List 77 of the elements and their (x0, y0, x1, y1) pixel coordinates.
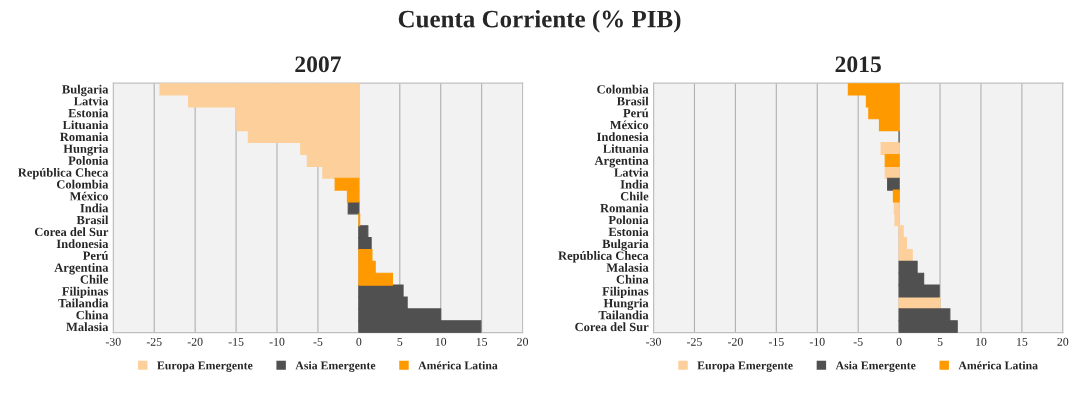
y-tick-label: Romania (600, 203, 649, 213)
x-tick-label: 10 (435, 337, 447, 346)
y-tick-label: Brasil (76, 215, 109, 225)
y-tick-label: Estonia (68, 108, 109, 118)
y-tick-label: México (610, 120, 649, 130)
y-tick-label: Perú (623, 108, 649, 118)
x-tick-label: -15 (768, 337, 784, 346)
y-tick-label: Filipinas (62, 286, 109, 299)
x-tick-label: 20 (517, 337, 529, 346)
y-tick-label: Latvia (614, 167, 649, 177)
y-tick-label: Polonia (608, 215, 649, 225)
y-tick-label: China (616, 274, 649, 284)
legend-label: América Latina (958, 361, 1038, 370)
bar (887, 177, 900, 191)
chart-subtitle: 2015 (835, 56, 881, 73)
y-tick-label: República Checa (558, 251, 649, 263)
y-tick-label: Tailandia (598, 310, 649, 320)
y-tick-label: Tailandia (58, 298, 109, 308)
legend-label: Asia Emergente (295, 361, 376, 372)
x-tick-label: -20 (187, 337, 203, 346)
legend-label: Europa Emergente (697, 361, 793, 372)
y-tick-label: Estonia (608, 227, 649, 237)
y-tick-label: Argentina (54, 262, 109, 275)
y-tick-label: India (80, 203, 109, 213)
y-tick-label: Corea del Sur (575, 322, 649, 332)
y-tick-label: México (69, 191, 108, 201)
y-tick-label: Lituania (603, 144, 649, 153)
x-tick-label: -30 (105, 337, 121, 346)
chart-title: Cuenta Corriente (% PIB) (398, 9, 681, 33)
bar (884, 153, 900, 167)
y-tick-label: Malasia (606, 262, 649, 272)
x-tick-label: 10 (976, 337, 987, 346)
y-tick-label: Colombia (56, 179, 109, 189)
y-tick-label: Bulgaria (62, 84, 109, 97)
x-tick-label: -15 (228, 337, 244, 346)
bar (880, 142, 900, 155)
x-tick-label: -10 (269, 337, 285, 346)
y-tick-label: Chile (620, 191, 649, 201)
y-tick-label: Malasia (66, 322, 109, 332)
x-tick-label: -10 (809, 337, 825, 346)
y-tick-label: India (620, 179, 649, 189)
x-tick-label: -5 (313, 337, 323, 346)
y-tick-label: Lituania (62, 120, 109, 130)
y-tick-label: Hungria (63, 144, 109, 156)
y-tick-label: Perú (82, 251, 109, 260)
x-tick-label: 20 (1057, 337, 1069, 346)
y-tick-label: China (76, 310, 109, 320)
y-tick-label: Polonia (68, 156, 109, 165)
x-tick-label: 0 (896, 337, 902, 346)
y-tick-label: República Checa (18, 167, 109, 180)
y-tick-label: Latvia (73, 96, 109, 106)
y-tick-label: Colombia (597, 84, 649, 94)
x-tick-label: -25 (687, 337, 702, 346)
x-tick-label: -20 (727, 337, 743, 346)
y-tick-label: Indonesia (596, 132, 649, 142)
y-tick-label: Indonesia (56, 239, 109, 248)
x-tick-label: -25 (146, 337, 162, 346)
y-tick-label: Bulgaria (602, 239, 649, 251)
y-tick-label: Argentina (594, 156, 649, 168)
y-tick-label: Hungria (603, 298, 649, 311)
bar (892, 189, 900, 203)
x-tick-label: -5 (853, 337, 863, 346)
y-tick-label: Romania (60, 132, 109, 142)
y-tick-label: Corea del Sur (34, 227, 109, 237)
x-tick-label: 15 (1017, 337, 1028, 346)
x-tick-label: 15 (476, 337, 488, 346)
legend-label: Asia Emergente (835, 361, 916, 372)
y-tick-label: Filipinas (602, 286, 649, 299)
legend-label: Europa Emergente (157, 361, 253, 372)
x-tick-label: 5 (397, 337, 403, 346)
x-tick-label: -30 (646, 337, 661, 346)
x-tick-label: 5 (937, 337, 943, 346)
chart-subtitle: 2007 (295, 56, 341, 73)
y-tick-label: Brasil (616, 96, 649, 106)
y-tick-label: Chile (80, 274, 109, 284)
x-tick-label: 0 (356, 337, 362, 346)
legend-label: América Latina (418, 361, 498, 370)
